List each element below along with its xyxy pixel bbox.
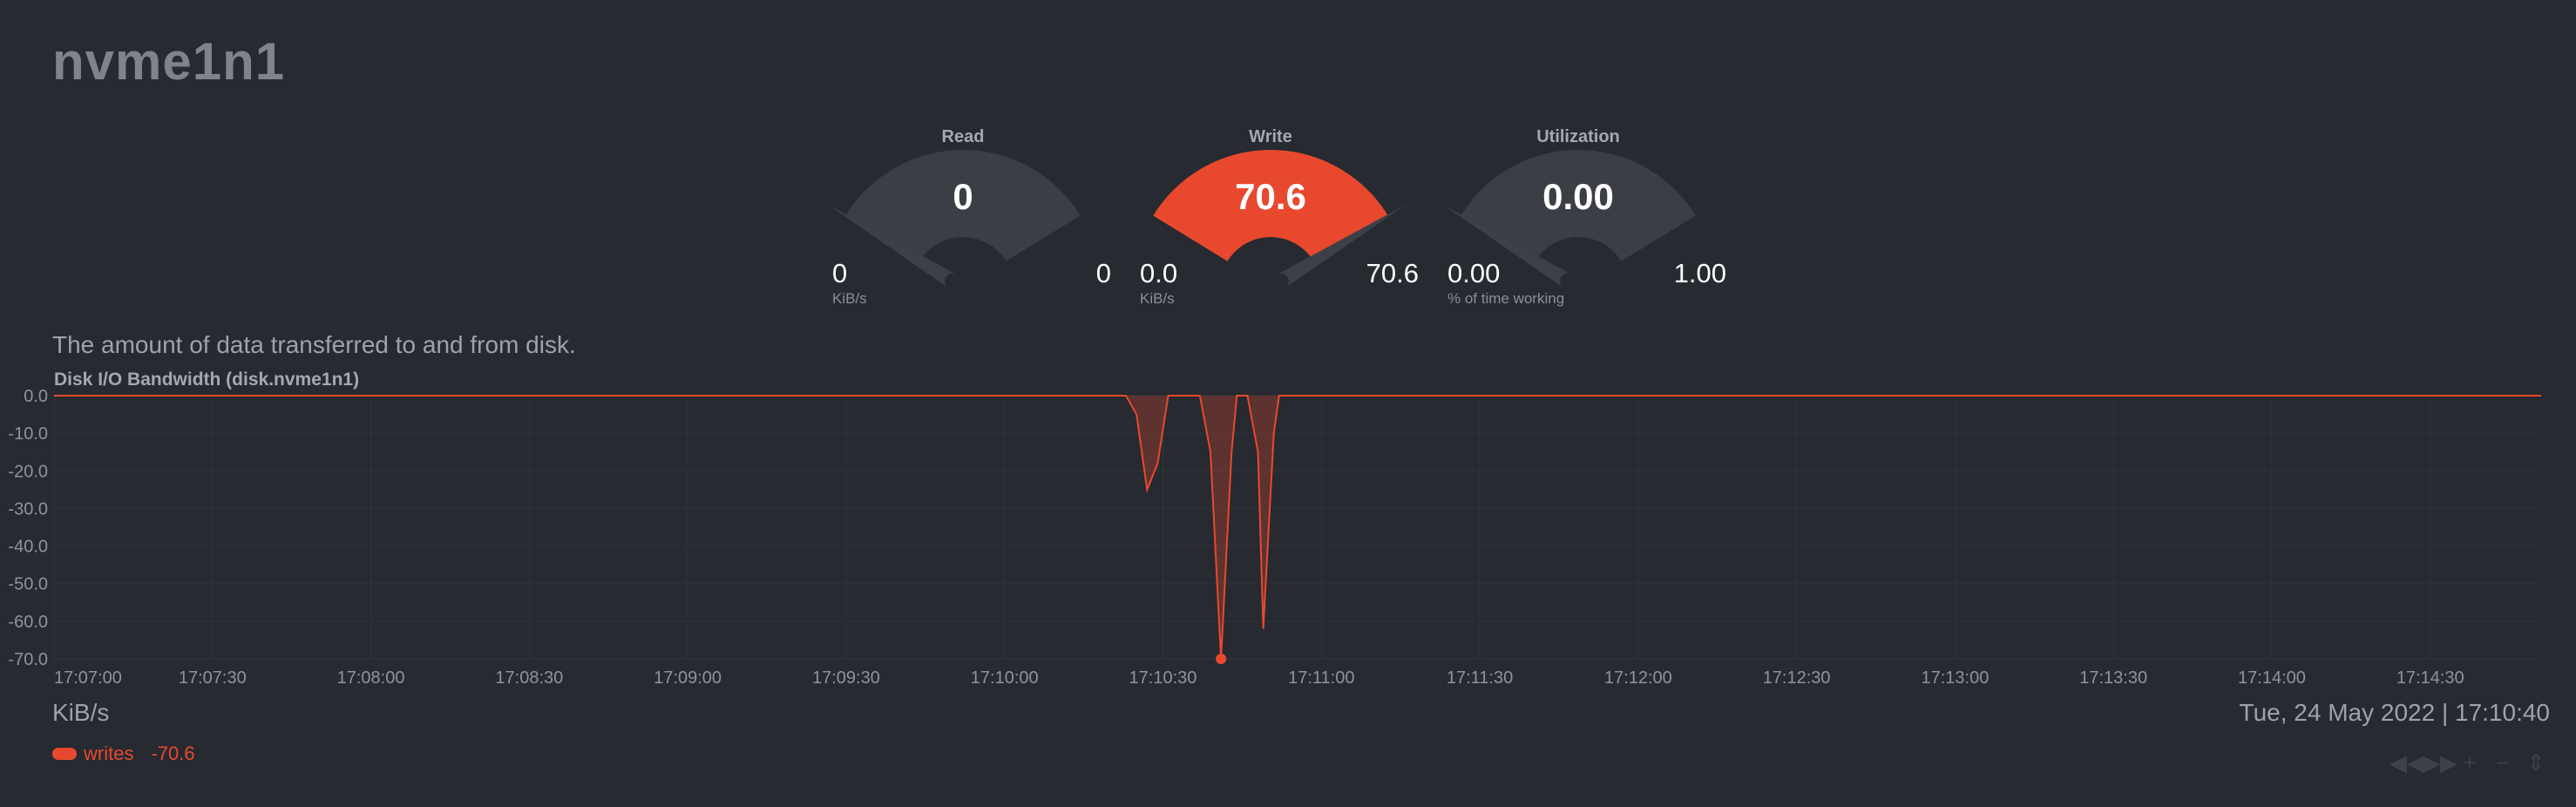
x-tick-label: 17:14:00 — [2238, 668, 2306, 688]
chart-toolbar: ◀◀ ▶▶ + − ⇕ — [2390, 749, 2550, 776]
gauge-max: 0 — [1095, 258, 1111, 288]
gauge-label: Read — [941, 127, 985, 146]
pan-left-icon[interactable]: ◀◀ — [2390, 749, 2424, 776]
y-tick-label: -50.0 — [8, 575, 48, 594]
x-tick-label: 17:11:00 — [1288, 668, 1354, 688]
utilization-gauge: Utilization 0.00 0.00 1.00 % of time wor… — [1430, 122, 1726, 314]
gauge-dial — [1153, 150, 1407, 288]
legend-series-name: writes — [84, 743, 134, 764]
legend-value: -70.6 — [151, 743, 195, 764]
page-title: nvme1n1 — [52, 32, 286, 91]
pan-right-icon[interactable]: ▶▶ — [2423, 749, 2457, 776]
read-gauge: Read 0 0 0 KiB/s — [815, 122, 1111, 314]
x-tick-label: 17:08:30 — [495, 668, 563, 688]
gauge-track — [845, 150, 1081, 261]
gauge-value: 70.6 — [1235, 176, 1306, 217]
chart-units: KiB/s — [52, 699, 110, 726]
gauge-min: 0.00 — [1447, 258, 1501, 288]
gauge-max: 70.6 — [1366, 258, 1419, 288]
chart-title: Disk I/O Bandwidth (disk.nvme1n1) — [54, 370, 360, 390]
x-tick-label: 17:07:00 — [54, 668, 122, 688]
legend-swatch — [52, 748, 77, 760]
x-tick-label: 17:12:30 — [1763, 668, 1831, 688]
write-gauge: Write 70.6 0.0 70.6 KiB/s — [1122, 122, 1419, 314]
gauge-needle — [1442, 204, 1572, 288]
gauge-units: % of time working — [1447, 290, 1565, 307]
y-tick-label: -20.0 — [8, 462, 48, 481]
y-tick-label: 0.0 — [24, 387, 48, 406]
gauge-needle — [1277, 204, 1407, 288]
gauge-needle — [827, 204, 957, 288]
gauge-value: 0 — [952, 176, 973, 217]
gauge-min: 0.0 — [1140, 258, 1178, 288]
gauge-units: KiB/s — [1140, 290, 1175, 307]
chart-legend[interactable]: writes -70.6 — [52, 743, 195, 765]
gauge-label: Utilization — [1536, 127, 1620, 146]
y-tick-label: -30.0 — [8, 499, 48, 519]
y-tick-label: -40.0 — [8, 538, 48, 557]
gauge-track — [1461, 150, 1696, 261]
gauge-units: KiB/s — [832, 290, 867, 307]
gauge-fill — [1153, 150, 1388, 261]
zoom-out-icon[interactable]: − — [2496, 749, 2510, 776]
series-marker — [1216, 654, 1227, 664]
series-area-writes — [54, 396, 2541, 659]
x-tick-label: 17:07:30 — [179, 668, 247, 688]
chart-datetime: Tue, 24 May 2022 | 17:10:40 — [2239, 699, 2550, 726]
gauge-min: 0 — [832, 258, 848, 288]
x-tick-label: 17:08:00 — [337, 668, 405, 688]
x-tick-label: 17:09:00 — [654, 668, 722, 688]
bandwidth-chart[interactable]: 0.0 -10.0 -20.0 -30.0 -40.0 -50.0 -60.0 -70.0 17… — [0, 383, 2576, 697]
y-tick-label: -60.0 — [8, 613, 48, 632]
x-tick-label: 17:10:00 — [971, 668, 1039, 688]
resize-icon[interactable]: ⇕ — [2526, 749, 2545, 776]
chart-description: The amount of data transferred to and fr… — [52, 331, 576, 358]
x-tick-label: 17:09:30 — [812, 668, 880, 688]
gauge-label: Write — [1249, 127, 1292, 146]
x-tick-label: 17:12:00 — [1604, 668, 1672, 688]
x-tick-label: 17:10:30 — [1129, 668, 1197, 688]
series-line-writes — [54, 395, 2541, 660]
gauge-max: 1.00 — [1673, 258, 1726, 288]
x-tick-label: 17:11:30 — [1447, 668, 1513, 688]
y-tick-label: -70.0 — [8, 650, 48, 669]
x-tick-label: 17:13:00 — [1921, 668, 1989, 688]
gauge-value: 0.00 — [1542, 176, 1614, 217]
gauge-dial — [827, 150, 1081, 288]
zoom-in-icon[interactable]: + — [2463, 749, 2477, 776]
x-tick-label: 17:14:30 — [2396, 668, 2464, 688]
gauge-dial — [1442, 150, 1696, 288]
y-tick-label: -10.0 — [8, 424, 48, 444]
x-tick-label: 17:13:30 — [2079, 668, 2147, 688]
